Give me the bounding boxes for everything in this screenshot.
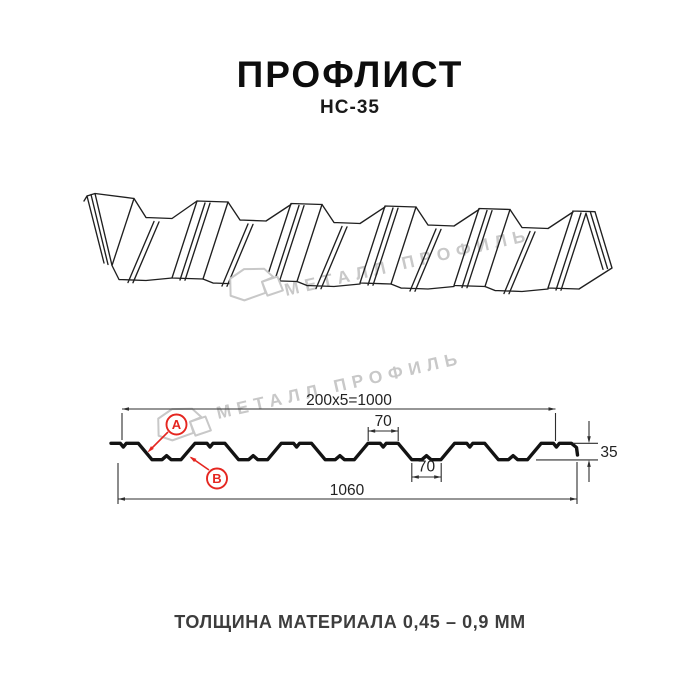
section-profile-outline xyxy=(109,441,580,462)
callout-a-letter: A xyxy=(172,417,182,432)
dimension-total-width: 1060 xyxy=(117,462,578,504)
dimension-height: 35 xyxy=(536,421,618,482)
profile-model-label: НС-35 xyxy=(320,97,380,118)
dim-cover-width-value: 200x5=1000 xyxy=(306,392,392,409)
sheet-3d-view xyxy=(83,192,613,295)
watermark-text-lower: МЕТАЛЛ ПРОФИЛЬ xyxy=(214,348,464,423)
dim-height-value: 35 xyxy=(600,444,617,461)
callout-b-circle xyxy=(206,467,228,490)
callout-a: A xyxy=(147,413,188,453)
watermark-logo-upper xyxy=(226,263,285,304)
dimension-valley-width: 70 xyxy=(411,459,442,482)
material-thickness-note: ТОЛЩИНА МАТЕРИАЛА 0,45 – 0,9 ММ xyxy=(174,612,526,632)
page-title: ПРОФЛИСТ xyxy=(236,54,464,95)
dim-valley-width-value: 70 xyxy=(418,459,436,476)
dimension-crest-width: 70 xyxy=(367,413,399,441)
dim-total-width-value: 1060 xyxy=(330,482,365,499)
callout-a-circle xyxy=(165,413,188,436)
dimension-cover-width: 200x5=1000 xyxy=(121,392,557,441)
dim-crest-width-value: 70 xyxy=(375,413,393,430)
callout-b: B xyxy=(189,456,228,490)
callout-b-letter: B xyxy=(212,471,221,486)
